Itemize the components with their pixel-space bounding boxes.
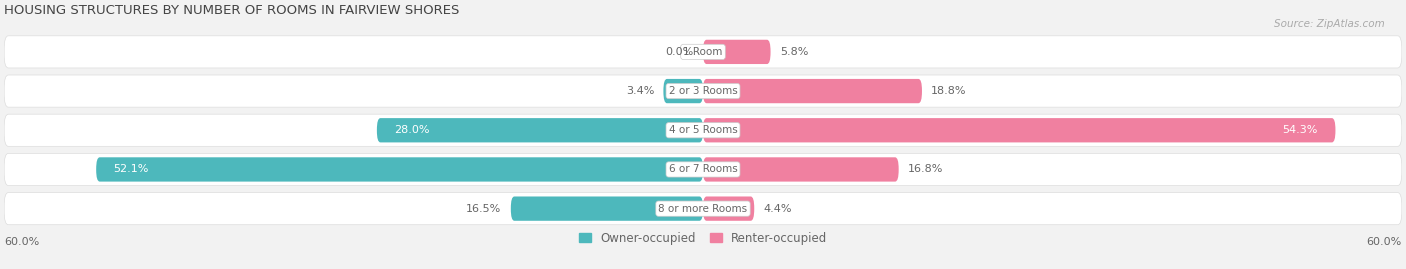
FancyBboxPatch shape bbox=[4, 193, 1402, 225]
FancyBboxPatch shape bbox=[664, 79, 703, 103]
FancyBboxPatch shape bbox=[377, 118, 703, 142]
Text: 52.1%: 52.1% bbox=[114, 164, 149, 175]
Text: 60.0%: 60.0% bbox=[1367, 237, 1402, 247]
Text: 1 Room: 1 Room bbox=[683, 47, 723, 57]
Text: Source: ZipAtlas.com: Source: ZipAtlas.com bbox=[1274, 19, 1385, 29]
FancyBboxPatch shape bbox=[4, 153, 1402, 186]
FancyBboxPatch shape bbox=[703, 118, 1336, 142]
FancyBboxPatch shape bbox=[96, 157, 703, 182]
Legend: Owner-occupied, Renter-occupied: Owner-occupied, Renter-occupied bbox=[574, 227, 832, 249]
Text: 3.4%: 3.4% bbox=[626, 86, 654, 96]
Text: 4.4%: 4.4% bbox=[763, 204, 792, 214]
Text: 6 or 7 Rooms: 6 or 7 Rooms bbox=[669, 164, 737, 175]
Text: 16.8%: 16.8% bbox=[908, 164, 943, 175]
Text: 8 or more Rooms: 8 or more Rooms bbox=[658, 204, 748, 214]
Text: 18.8%: 18.8% bbox=[931, 86, 967, 96]
Text: HOUSING STRUCTURES BY NUMBER OF ROOMS IN FAIRVIEW SHORES: HOUSING STRUCTURES BY NUMBER OF ROOMS IN… bbox=[4, 4, 460, 17]
Text: 4 or 5 Rooms: 4 or 5 Rooms bbox=[669, 125, 737, 135]
FancyBboxPatch shape bbox=[510, 196, 703, 221]
FancyBboxPatch shape bbox=[703, 157, 898, 182]
FancyBboxPatch shape bbox=[703, 79, 922, 103]
FancyBboxPatch shape bbox=[4, 75, 1402, 107]
Text: 5.8%: 5.8% bbox=[780, 47, 808, 57]
Text: 54.3%: 54.3% bbox=[1282, 125, 1317, 135]
FancyBboxPatch shape bbox=[4, 36, 1402, 68]
Text: 60.0%: 60.0% bbox=[4, 237, 39, 247]
Text: 2 or 3 Rooms: 2 or 3 Rooms bbox=[669, 86, 737, 96]
Text: 16.5%: 16.5% bbox=[467, 204, 502, 214]
FancyBboxPatch shape bbox=[703, 196, 754, 221]
Text: 28.0%: 28.0% bbox=[394, 125, 430, 135]
FancyBboxPatch shape bbox=[4, 114, 1402, 146]
FancyBboxPatch shape bbox=[703, 40, 770, 64]
Text: 0.0%: 0.0% bbox=[665, 47, 693, 57]
